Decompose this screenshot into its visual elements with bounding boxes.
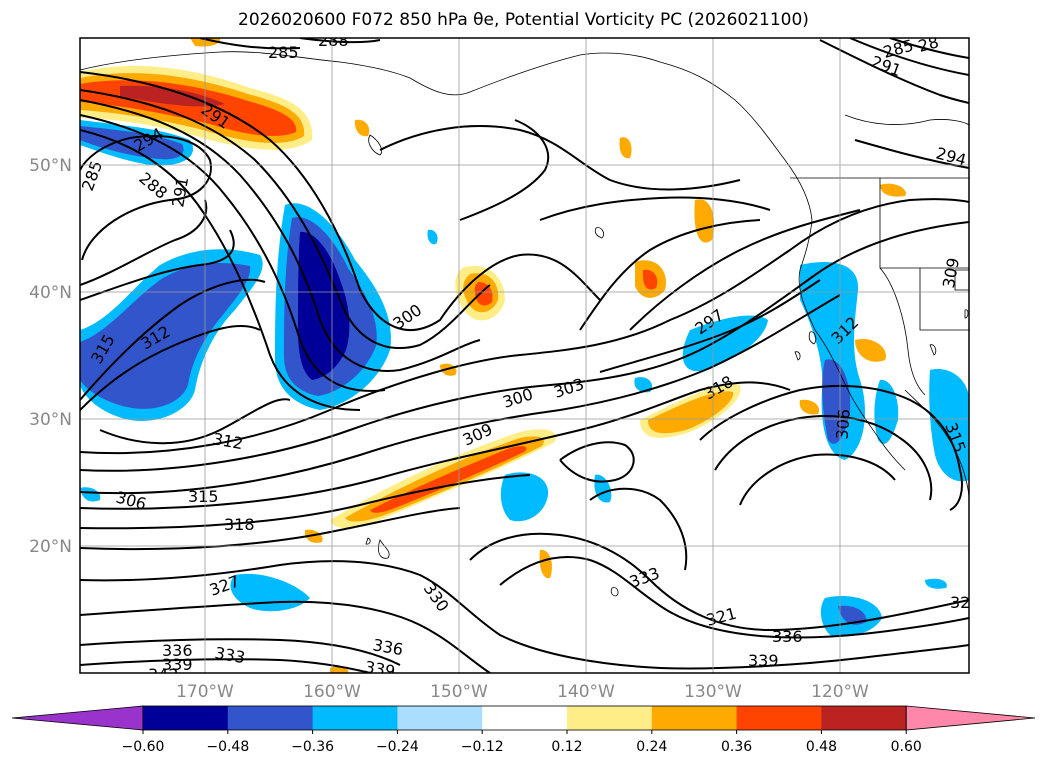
colorbar: −0.60 −0.48 −0.36 −0.24 −0.12 0.12 0.24 0.36 0.4… [11, 705, 1036, 755]
gridlines [80, 38, 969, 673]
colorbar-segment [736, 706, 822, 730]
negative-anomaly-shading [80, 120, 969, 637]
colorbar-tick-label: 0.12 [551, 739, 582, 755]
lon-label-170w: 170°W [176, 682, 234, 702]
lat-label-40n: 40°N [29, 283, 72, 303]
theta-e-contours [80, 38, 969, 673]
contour-label: 318 [224, 515, 255, 534]
contour-label: 336 [162, 641, 193, 660]
coastlines [80, 51, 969, 597]
colorbar-extend-high [905, 705, 1036, 731]
map-title: 2026020600 F072 850 hPa θe, Potential Vo… [238, 10, 809, 30]
colorbar-extend-low [11, 705, 144, 731]
colorbar-segment [397, 706, 483, 730]
contour-label: 285 [881, 36, 915, 62]
contour-label: 32 [950, 593, 970, 612]
contour-label: 285 [268, 43, 299, 62]
map-frame [79, 37, 970, 674]
lon-label-160w: 160°W [303, 682, 361, 702]
colorbar-tick-label: −0.12 [461, 739, 504, 755]
contour-label: 339 [363, 657, 396, 681]
contour-label: 339 [748, 651, 779, 670]
map-panel: 285 288 291 291 294 288 285 300 312 315 … [80, 31, 970, 684]
lon-label-130w: 130°W [684, 682, 742, 702]
colorbar-tick-label: −0.36 [291, 739, 334, 755]
colorbar-tick-label: −0.24 [376, 739, 419, 755]
anomaly-near-130W-35N [682, 315, 768, 372]
longitude-labels: 170°W 160°W 150°W 140°W 130°W 120°W [176, 682, 869, 702]
colorbar-tick-label: −0.48 [206, 739, 249, 755]
colorbar-tick-label: 0.48 [806, 739, 837, 755]
lon-label-140w: 140°W [557, 682, 615, 702]
colorbar-segment [482, 706, 568, 730]
colorbar-tick-label: −0.60 [122, 739, 165, 755]
colorbar-segment [821, 706, 907, 730]
colorbar-frame [142, 705, 907, 731]
contour-label: 306 [832, 408, 854, 440]
contour-label: 342 [148, 665, 179, 684]
lat-label-20n: 20°N [29, 537, 72, 557]
lon-label-150w: 150°W [430, 682, 488, 702]
lat-label-30n: 30°N [29, 410, 72, 430]
contour-label: 288 [318, 31, 349, 50]
colorbar-tick-label: 0.60 [891, 739, 922, 755]
colorbar-tick-label: 0.24 [636, 739, 667, 755]
contour-label: 336 [772, 627, 803, 646]
colorbar-tick-label: 0.36 [721, 739, 752, 755]
lon-label-120w: 120°W [811, 682, 869, 702]
contour-label: 28 [916, 32, 941, 56]
contour-label: 315 [188, 487, 219, 506]
lat-label-50n: 50°N [29, 156, 72, 176]
contour-label: 339 [162, 655, 193, 674]
colorbar-segment [312, 706, 398, 730]
colorbar-segment [143, 706, 229, 730]
colorbar-segment [567, 706, 653, 730]
colorbar-segment [227, 706, 314, 730]
colorbar-segment [651, 706, 738, 730]
latitude-labels: 50°N 40°N 30°N 20°N [29, 156, 72, 557]
